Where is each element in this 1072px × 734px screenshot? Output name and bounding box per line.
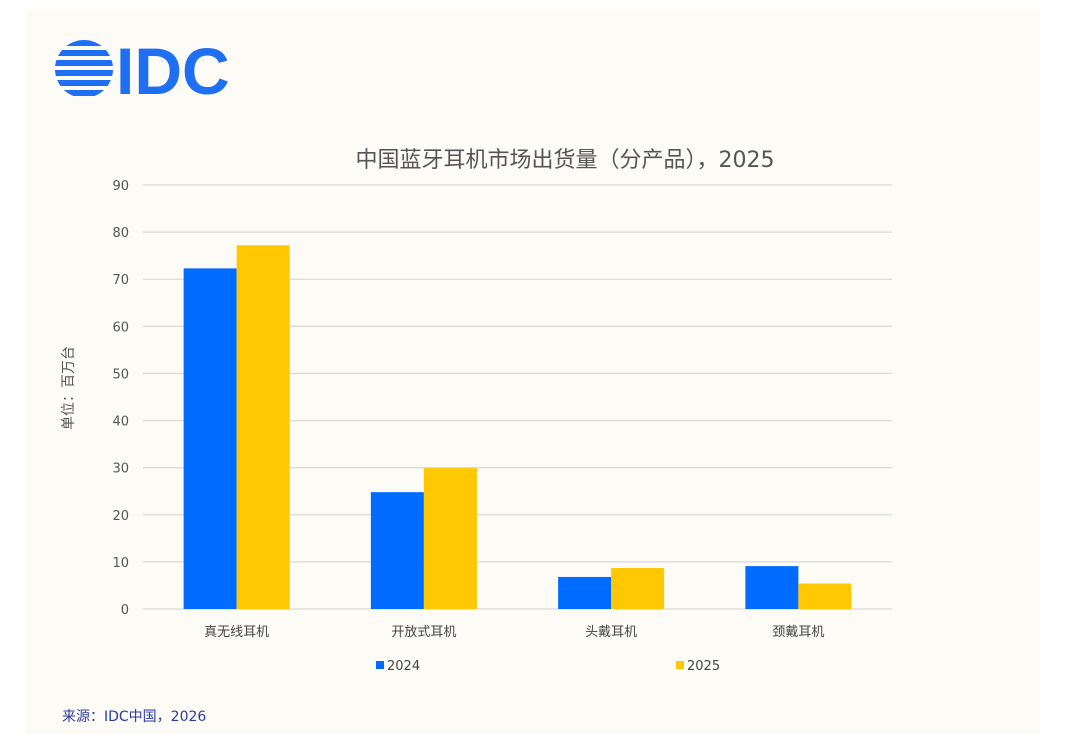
y-tick-label: 20 (112, 509, 129, 524)
bar-2024 (370, 492, 424, 609)
y-tick-label: 70 (112, 273, 129, 288)
y-tick-label: 60 (112, 320, 129, 335)
source-note: 来源：IDC中国，2026 (62, 709, 207, 725)
y-tick-label: 10 (112, 556, 129, 571)
legend-swatch-2025 (676, 661, 684, 669)
y-tick-label: 30 (112, 462, 129, 477)
y-tick-label: 40 (112, 415, 129, 430)
y-tick-label: 0 (121, 603, 129, 618)
chart-title: 中国蓝牙耳机市场出货量（分产品），2025 (355, 148, 775, 173)
bar-2024 (745, 566, 799, 609)
idc-logo: IDC (55, 38, 230, 100)
x-tick-label: 真无线耳机 (204, 625, 269, 640)
x-tick-label: 开放式耳机 (391, 625, 456, 640)
y-tick-label: 80 (112, 226, 129, 241)
bar-2025 (236, 245, 290, 609)
x-tick-label: 颈戴耳机 (772, 625, 824, 640)
legend-swatch-2024 (376, 661, 384, 669)
bar-2024 (183, 268, 237, 609)
y-tick-label: 50 (112, 367, 129, 382)
legend-label: 2024 (387, 659, 420, 674)
bar-2025 (423, 468, 477, 609)
x-tick-label: 头戴耳机 (585, 625, 637, 640)
legend-label: 2025 (687, 659, 720, 674)
bar-2025 (798, 583, 852, 609)
y-tick-label: 90 (112, 179, 129, 194)
bar-2025 (611, 568, 665, 609)
svg-text:IDC: IDC (116, 38, 230, 100)
bar-2024 (558, 576, 612, 609)
